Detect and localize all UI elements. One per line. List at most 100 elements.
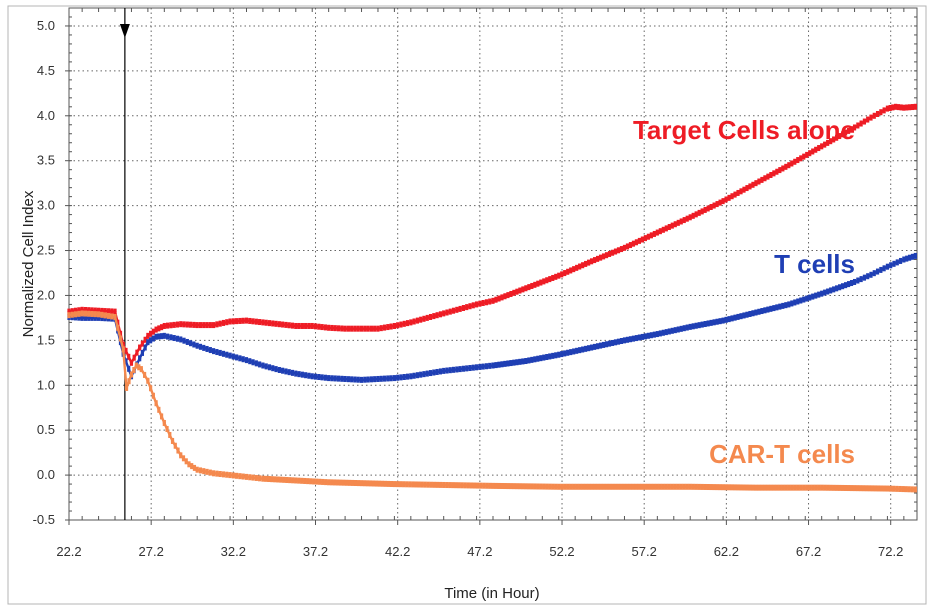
data-point: [139, 367, 143, 371]
data-point: [244, 318, 249, 323]
data-point: [392, 324, 396, 328]
series-label-t-cells: T cells: [774, 249, 855, 279]
data-point: [195, 344, 199, 348]
data-point: [491, 363, 495, 368]
data-point: [162, 334, 166, 338]
data-point: [754, 181, 758, 185]
data-point: [343, 377, 347, 381]
data-point: [409, 374, 413, 378]
data-point: [688, 215, 692, 219]
data-point: [327, 376, 331, 380]
data-point: [154, 335, 158, 339]
x-tick-label: 72.2: [878, 544, 903, 559]
y-tick-label: 0.5: [37, 422, 55, 437]
data-point: [195, 323, 199, 327]
x-tick-label: 57.2: [632, 544, 657, 559]
data-point: [409, 320, 413, 324]
data-point: [146, 334, 150, 338]
x-tick-label: 27.2: [139, 544, 164, 559]
data-point: [425, 316, 429, 320]
data-point: [294, 324, 298, 328]
data-point: [913, 487, 917, 492]
data-point: [491, 484, 495, 488]
y-axis-title: Normalized Cell Index: [20, 190, 37, 337]
data-point: [425, 371, 429, 376]
data-point: [376, 327, 380, 331]
x-axis-title: Time (in Hour): [444, 585, 539, 602]
data-point: [474, 365, 479, 369]
x-tick-label: 67.2: [796, 544, 821, 559]
x-tick-label: 32.2: [221, 544, 246, 559]
time-marker: [119, 8, 130, 520]
data-point: [524, 286, 528, 290]
data-point: [121, 347, 125, 351]
data-point: [622, 485, 627, 489]
series-1: [67, 252, 917, 383]
data-point: [261, 363, 265, 368]
x-tick-label: 22.2: [56, 544, 81, 559]
data-point: [212, 323, 216, 327]
y-tick-label: 4.0: [37, 108, 55, 123]
series-label-car-t-cells: CAR-T cells: [709, 439, 855, 469]
data-point: [688, 485, 692, 489]
data-point: [179, 453, 183, 457]
data-point: [913, 254, 917, 258]
data-point: [244, 358, 249, 362]
data-point: [392, 376, 396, 380]
y-tick-label: 1.5: [37, 332, 55, 347]
data-point: [124, 386, 129, 390]
series-lines: [67, 103, 917, 493]
data-point: [96, 312, 101, 316]
data-point: [310, 374, 314, 378]
data-point: [195, 468, 199, 472]
data-point: [113, 315, 117, 319]
x-tick-label: 37.2: [303, 544, 328, 559]
x-tick-label: 62.2: [714, 544, 739, 559]
y-tick-label: 2.0: [37, 287, 55, 302]
data-point: [154, 327, 158, 332]
data-point: [228, 473, 232, 477]
y-tick-label: 3.5: [37, 153, 55, 168]
data-point: [327, 480, 331, 484]
data-point: [885, 107, 890, 111]
data-point: [80, 311, 84, 316]
x-tick-label: 52.2: [549, 544, 574, 559]
data-point: [820, 292, 824, 296]
data-point: [343, 327, 347, 331]
data-point: [754, 310, 758, 315]
data-point: [820, 486, 824, 490]
data-point: [721, 318, 725, 323]
data-point: [442, 369, 446, 373]
data-point: [179, 337, 183, 342]
data-point: [138, 356, 142, 360]
series-label-target-cells: Target Cells alone: [633, 115, 855, 145]
data-point: [212, 471, 216, 475]
data-point: [902, 257, 906, 262]
data-point: [277, 368, 281, 372]
data-point: [852, 125, 857, 130]
data-point: [474, 302, 479, 307]
data-point: [179, 322, 183, 326]
chart-frame: [7, 5, 927, 605]
data-point: [590, 345, 594, 350]
data-point: [622, 338, 627, 342]
y-tick-label: 2.5: [37, 243, 55, 258]
data-point: [557, 274, 561, 278]
x-tick-label: 42.2: [385, 544, 410, 559]
data-point: [913, 105, 917, 109]
data-point: [655, 332, 659, 336]
y-tick-label: 4.5: [37, 63, 55, 78]
time-marker-triangle: [119, 24, 130, 38]
data-point: [129, 372, 134, 377]
data-point: [129, 361, 134, 365]
data-point: [146, 340, 150, 344]
data-point: [655, 230, 659, 235]
series-2: [67, 310, 917, 493]
data-point: [442, 311, 446, 316]
data-point: [787, 302, 791, 307]
data-point: [294, 371, 298, 376]
data-point: [146, 379, 150, 383]
data-point: [261, 477, 265, 481]
data-point: [244, 475, 249, 479]
data-point: [754, 486, 758, 490]
